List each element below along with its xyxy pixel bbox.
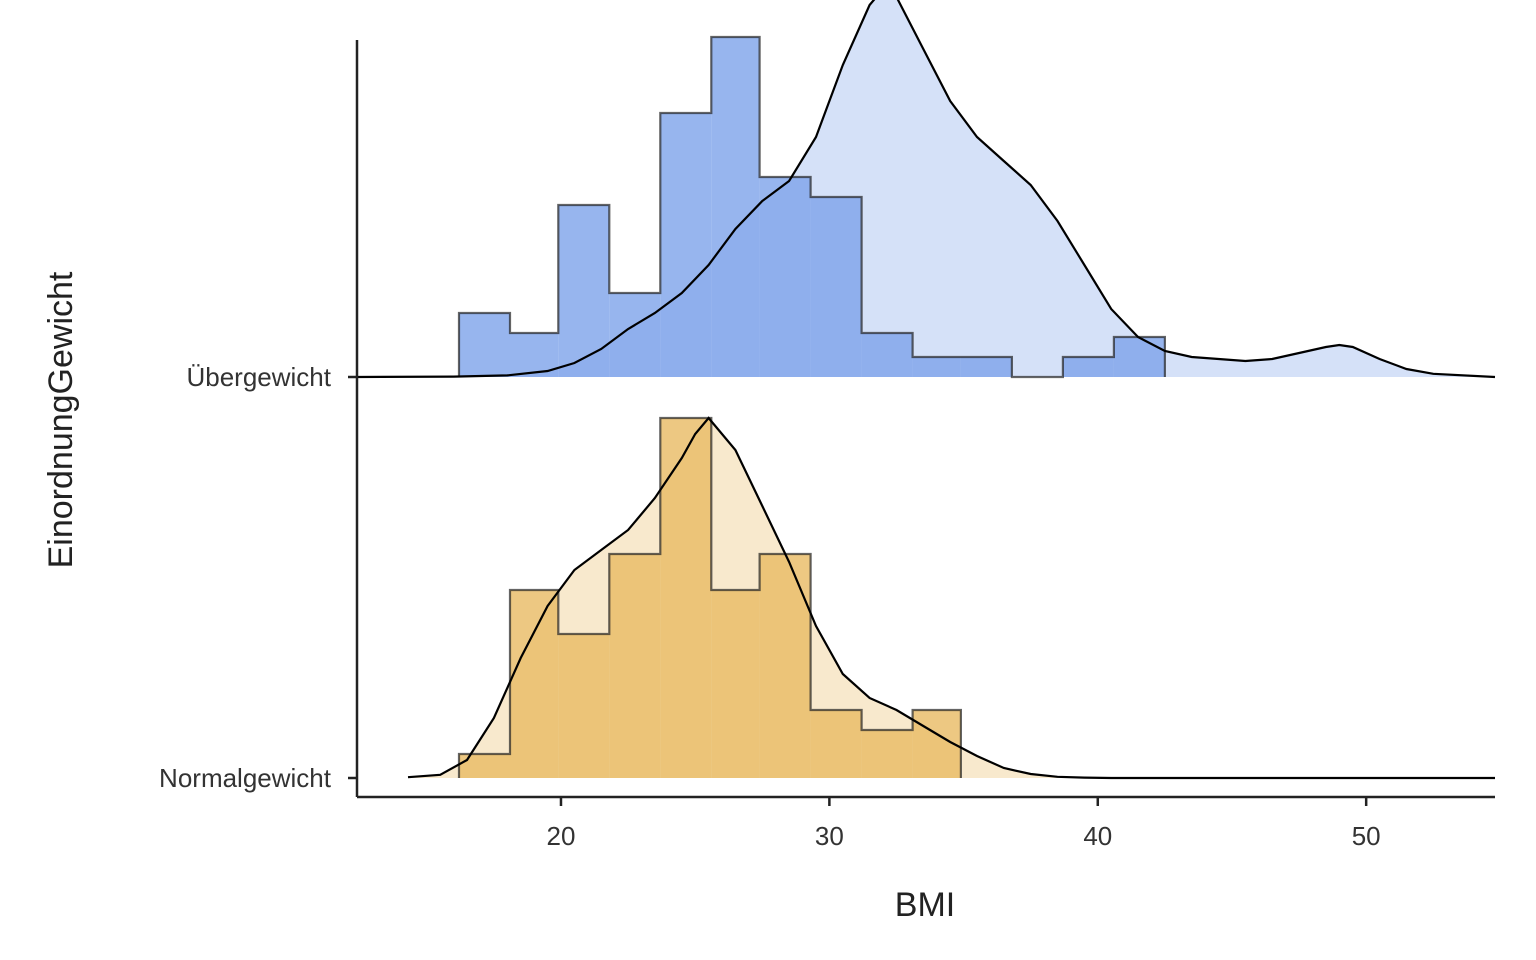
density-area-uebergewicht: [357, 0, 1495, 377]
histogram-bar: [912, 357, 961, 377]
y-tick-label: Übergewicht: [186, 362, 331, 392]
x-tick-label: 20: [547, 821, 576, 851]
histogram-bar: [558, 205, 610, 377]
histogram-bar: [558, 634, 610, 778]
histogram-bar: [861, 333, 913, 377]
histogram-bar: [810, 197, 862, 377]
ridge-normalgewicht: [407, 416, 1495, 780]
y-tick-label: Normalgewicht: [159, 763, 332, 793]
y-axis-title: EinordnungGewicht: [42, 271, 80, 568]
x-tick-label: 50: [1352, 821, 1381, 851]
histogram-outline-normalgewicht: [457, 416, 962, 778]
x-tick-label: 40: [1083, 821, 1112, 851]
histogram-outline-uebergewicht: [457, 35, 1166, 379]
ridge-uebergewicht: [356, 0, 1496, 379]
histogram-bar: [711, 590, 760, 778]
histogram-bar: [861, 730, 913, 778]
histogram-bar: [960, 357, 1012, 377]
histogram-bar: [609, 554, 661, 778]
histogram-bar: [459, 313, 510, 377]
histogram-bar: [609, 293, 661, 377]
histogram-bar: [810, 710, 862, 778]
histogram-bar: [660, 418, 712, 778]
histogram-bar: [510, 590, 559, 778]
ticks-layer: Übergewicht Normalgewicht 20 30 40 50: [159, 362, 1381, 851]
density-line-uebergewicht: [356, 0, 1496, 379]
axes-layer: [355, 40, 1495, 799]
histogram-bar: [1113, 337, 1165, 377]
x-axis-title: BMI: [895, 886, 955, 924]
histogram-bar: [711, 37, 760, 377]
ridges-layer: [356, 0, 1496, 780]
x-tick-label: 30: [815, 821, 844, 851]
histogram-bar: [1062, 357, 1114, 377]
histogram-bar: [759, 554, 811, 778]
histogram-bar: [759, 177, 811, 377]
histogram-bar: [459, 754, 510, 778]
histogram-bar: [660, 113, 712, 377]
density-line-normalgewicht: [407, 416, 1495, 780]
